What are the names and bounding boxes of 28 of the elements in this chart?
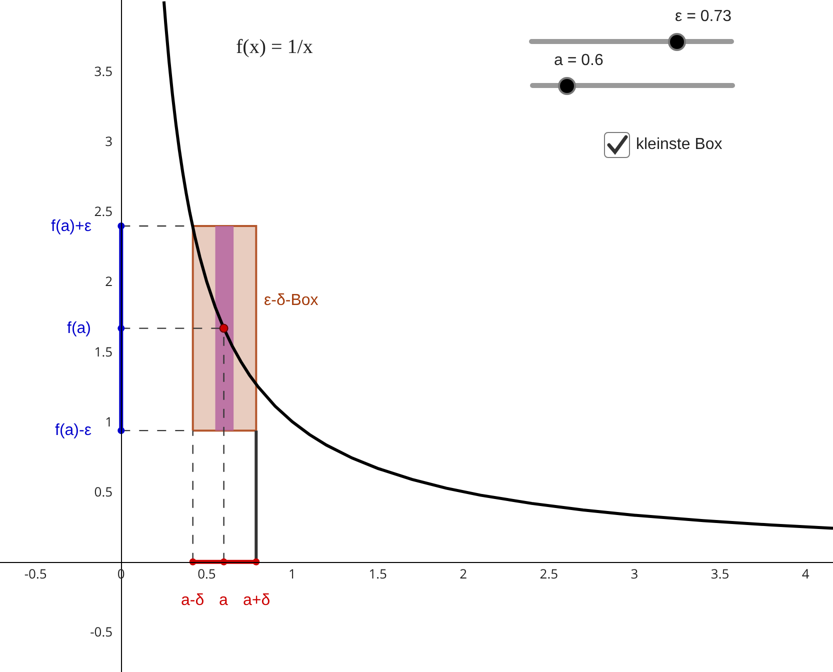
y-tick-label: 1 (105, 412, 113, 430)
y-tick-label: -0.5 (90, 622, 113, 640)
x-tick-label: -0.5 (24, 564, 47, 582)
annotation: ε-δ-Box (264, 292, 318, 309)
y-tick-label: 0.5 (94, 482, 113, 500)
y-tick-label: 3.5 (94, 62, 113, 80)
y-tick-label: 2.5 (94, 202, 113, 220)
annotation: ε = 0.73 (675, 8, 732, 25)
annotation: f(a)-ε (55, 422, 92, 439)
annotation: f(a) (67, 320, 91, 337)
y-tick-label: 2 (105, 272, 113, 290)
annotation: a = 0.6 (554, 52, 604, 69)
x-tick-label: 2.5 (540, 564, 558, 582)
x-tick-label: 1 (288, 564, 296, 582)
annotation: f(x) = 1/x (236, 36, 313, 58)
annotation: a+δ (243, 592, 270, 609)
x-tick-label: 4 (802, 564, 810, 582)
annotation: f(a)+ε (51, 218, 92, 235)
x-tick-label: 1.5 (368, 564, 387, 582)
y-tick-label: 1.5 (94, 342, 113, 360)
annotation: a-δ (181, 592, 204, 609)
x-tick-label: 2 (460, 564, 468, 582)
x-tick-label: 3.5 (710, 564, 730, 582)
y-tick-label: 3 (105, 132, 113, 150)
x-tick-label: 3 (630, 564, 638, 582)
annotation: a (219, 592, 228, 609)
x-tick-label: 0.5 (198, 564, 216, 582)
annotation: kleinste Box (636, 136, 722, 153)
